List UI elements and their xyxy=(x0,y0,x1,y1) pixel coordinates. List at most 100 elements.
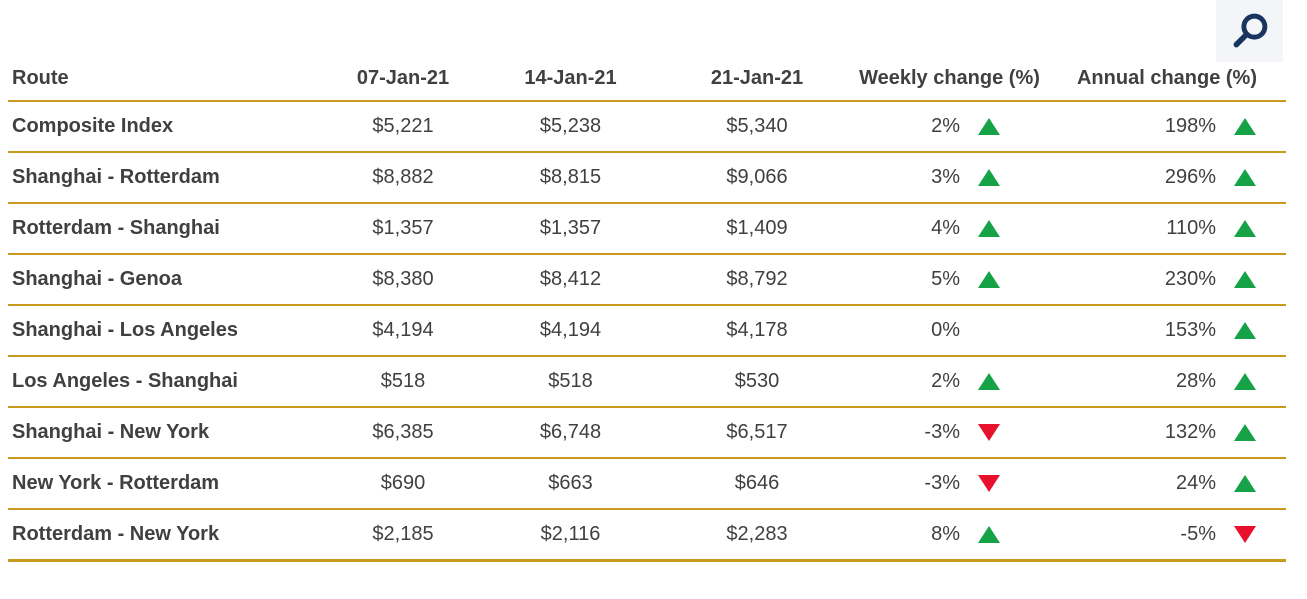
trend-up-icon xyxy=(978,169,1000,186)
rate-cell-jan07: $1,357 xyxy=(328,203,478,255)
rate-cell-jan21: $6,517 xyxy=(663,407,851,459)
trend-up-icon xyxy=(1234,271,1256,288)
trend-up-icon xyxy=(1234,475,1256,492)
rate-cell-jan21: $8,792 xyxy=(663,254,851,306)
weekly-change-cell: -3% xyxy=(851,458,1048,510)
trend-up-icon xyxy=(978,525,1000,543)
column-header-weekly-change: Weekly change (%) xyxy=(851,56,1048,102)
rate-cell-jan14: $4,194 xyxy=(478,305,663,357)
rate-cell-jan14: $5,238 xyxy=(478,101,663,153)
rate-cell-jan21: $2,283 xyxy=(663,509,851,562)
weekly-change-value: -3% xyxy=(924,472,960,494)
weekly-change-cell: -3% xyxy=(851,407,1048,459)
rate-cell-jan07: $2,185 xyxy=(328,509,478,562)
rate-cell-jan07: $690 xyxy=(328,458,478,510)
weekly-change-value: 0% xyxy=(931,319,960,341)
trend-up-icon xyxy=(978,373,1000,390)
rate-cell-jan07: $518 xyxy=(328,356,478,408)
weekly-change-value: 8% xyxy=(931,522,960,545)
rate-cell-jan21: $530 xyxy=(663,356,851,408)
weekly-change-cell: 8% xyxy=(851,509,1048,562)
weekly-change-cell: 0% xyxy=(851,305,1048,357)
search-button[interactable] xyxy=(1216,0,1283,62)
rate-cell-jan14: $8,815 xyxy=(478,152,663,204)
rate-cell-jan21: $646 xyxy=(663,458,851,510)
table-row: Rotterdam - New York $2,185 $2,116 $2,28… xyxy=(8,509,1286,562)
route-cell: Rotterdam - Shanghai xyxy=(8,203,328,255)
trend-up-icon xyxy=(1234,322,1256,339)
annual-change-value: 153% xyxy=(1164,319,1216,341)
weekly-change-value: 2% xyxy=(931,115,960,137)
annual-change-cell: 110% xyxy=(1048,203,1286,255)
trend-up-icon xyxy=(978,220,1000,237)
table-row: Shanghai - Genoa $8,380 $8,412 $8,792 5%… xyxy=(8,254,1286,306)
weekly-change-cell: 3% xyxy=(851,152,1048,204)
rate-cell-jan14: $2,116 xyxy=(478,509,663,562)
rate-cell-jan14: $6,748 xyxy=(478,407,663,459)
route-cell: Shanghai - Rotterdam xyxy=(8,152,328,204)
table-row: Shanghai - New York $6,385 $6,748 $6,517… xyxy=(8,407,1286,459)
weekly-change-cell: 4% xyxy=(851,203,1048,255)
rate-cell-jan21: $4,178 xyxy=(663,305,851,357)
table-row: Rotterdam - Shanghai $1,357 $1,357 $1,40… xyxy=(8,203,1286,255)
annual-change-cell: 153% xyxy=(1048,305,1286,357)
weekly-change-value: 2% xyxy=(931,370,960,392)
table-row: New York - Rotterdam $690 $663 $646 -3% … xyxy=(8,458,1286,510)
rate-cell-jan14: $518 xyxy=(478,356,663,408)
column-header-jan21: 21-Jan-21 xyxy=(663,56,851,102)
annual-change-cell: 24% xyxy=(1048,458,1286,510)
trend-up-icon xyxy=(1234,118,1256,135)
table-row: Shanghai - Rotterdam $8,882 $8,815 $9,06… xyxy=(8,152,1286,204)
rate-cell-jan21: $1,409 xyxy=(663,203,851,255)
table-header: Route 07-Jan-21 14-Jan-21 21-Jan-21 Week… xyxy=(8,56,1286,102)
trend-down-icon xyxy=(1234,525,1256,543)
route-cell: New York - Rotterdam xyxy=(8,458,328,510)
annual-change-value: 132% xyxy=(1164,421,1216,443)
route-cell: Los Angeles - Shanghai xyxy=(8,356,328,408)
annual-change-cell: -5% xyxy=(1048,509,1286,562)
trend-up-icon xyxy=(1234,169,1256,186)
column-header-jan14: 14-Jan-21 xyxy=(478,56,663,102)
annual-change-cell: 132% xyxy=(1048,407,1286,459)
rate-cell-jan07: $8,380 xyxy=(328,254,478,306)
rate-cell-jan14: $1,357 xyxy=(478,203,663,255)
route-cell: Rotterdam - New York xyxy=(8,509,328,562)
trend-down-icon xyxy=(978,424,1000,441)
annual-change-value: 28% xyxy=(1175,370,1216,392)
rate-cell-jan21: $9,066 xyxy=(663,152,851,204)
rate-cell-jan07: $5,221 xyxy=(328,101,478,153)
table-row: Shanghai - Los Angeles $4,194 $4,194 $4,… xyxy=(8,305,1286,357)
rate-cell-jan07: $4,194 xyxy=(328,305,478,357)
rate-cell-jan07: $8,882 xyxy=(328,152,478,204)
table-row: Los Angeles - Shanghai $518 $518 $530 2%… xyxy=(8,356,1286,408)
annual-change-value: -5% xyxy=(1180,522,1216,545)
rate-cell-jan21: $5,340 xyxy=(663,101,851,153)
annual-change-value: 110% xyxy=(1166,217,1216,239)
column-header-route: Route xyxy=(8,56,328,102)
trend-up-icon xyxy=(978,118,1000,135)
annual-change-value: 24% xyxy=(1175,472,1216,494)
header-row: Route 07-Jan-21 14-Jan-21 21-Jan-21 Week… xyxy=(8,56,1286,102)
trend-up-icon xyxy=(1234,424,1256,441)
annual-change-cell: 28% xyxy=(1048,356,1286,408)
route-cell: Shanghai - Los Angeles xyxy=(8,305,328,357)
freight-rates-table: Route 07-Jan-21 14-Jan-21 21-Jan-21 Week… xyxy=(8,56,1286,562)
annual-change-value: 296% xyxy=(1164,166,1216,188)
table-body: Composite Index $5,221 $5,238 $5,340 2% … xyxy=(8,101,1286,562)
rate-cell-jan14: $663 xyxy=(478,458,663,510)
trend-down-icon xyxy=(978,475,1000,492)
rate-cell-jan14: $8,412 xyxy=(478,254,663,306)
rate-cell-jan07: $6,385 xyxy=(328,407,478,459)
weekly-change-value: 4% xyxy=(931,217,960,239)
weekly-change-cell: 5% xyxy=(851,254,1048,306)
route-cell: Shanghai - Genoa xyxy=(8,254,328,306)
route-cell: Shanghai - New York xyxy=(8,407,328,459)
table-row: Composite Index $5,221 $5,238 $5,340 2% … xyxy=(8,101,1286,153)
weekly-change-cell: 2% xyxy=(851,101,1048,153)
annual-change-value: 198% xyxy=(1164,115,1216,137)
trend-up-icon xyxy=(1234,220,1256,237)
trend-up-icon xyxy=(1234,373,1256,390)
annual-change-value: 230% xyxy=(1164,268,1216,290)
column-header-annual-change: Annual change (%) xyxy=(1048,56,1286,102)
